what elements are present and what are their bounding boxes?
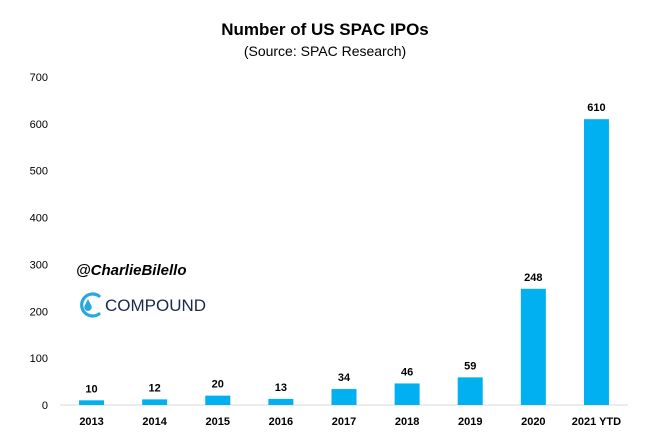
y-tick-label: 0 [42,400,48,412]
y-tick-label: 100 [30,353,48,365]
data-label: 13 [275,382,287,394]
y-axis-ticks: 0 100 200 300 400 500 600 700 [30,72,48,412]
data-label: 248 [524,272,542,284]
x-tick-label: 2014 [142,416,167,428]
x-tick-label: 2016 [269,416,293,428]
watermark: @CharlieBilello COMPOUND [76,262,206,318]
x-axis-ticks: 2013 2014 2015 2016 2017 2018 2019 2020 2021 YTD [79,416,621,428]
y-tick-label: 200 [30,306,48,318]
bar [520,288,546,405]
y-tick-label: 600 [30,119,48,131]
data-label: 610 [587,102,605,114]
x-tick-label: 2015 [206,416,230,428]
y-tick-label: 300 [30,259,48,271]
data-labels-group: 10 12 20 13 34 46 59 248 610 [85,102,605,395]
x-tick-label: 2019 [458,416,482,428]
twitter-handle: @CharlieBilello [76,262,187,279]
x-tick-label: 2021 YTD [572,416,621,428]
chart-title: Number of US SPAC IPOs [221,20,429,39]
bars-group [79,119,609,406]
compound-wordmark: COMPOUND [105,296,206,315]
bar [268,398,294,405]
data-label: 20 [212,379,224,391]
bar [394,383,420,405]
data-label: 12 [149,382,161,394]
data-label: 59 [464,360,476,372]
bar [457,377,483,405]
x-tick-label: 2013 [79,416,103,428]
y-tick-label: 700 [30,72,48,84]
chart-subtitle: (Source: SPAC Research) [244,43,406,59]
data-label: 34 [338,372,351,384]
x-tick-label: 2017 [332,416,356,428]
bar [142,399,168,405]
bar [205,395,231,405]
x-tick-label: 2020 [521,416,545,428]
compound-logo-icon [80,292,101,318]
bar [79,400,105,405]
y-tick-label: 500 [30,166,48,178]
data-label: 10 [85,383,97,395]
data-label: 46 [401,366,413,378]
y-tick-label: 400 [30,213,48,225]
bar [331,389,357,405]
bar [583,119,609,406]
x-tick-label: 2018 [395,416,419,428]
